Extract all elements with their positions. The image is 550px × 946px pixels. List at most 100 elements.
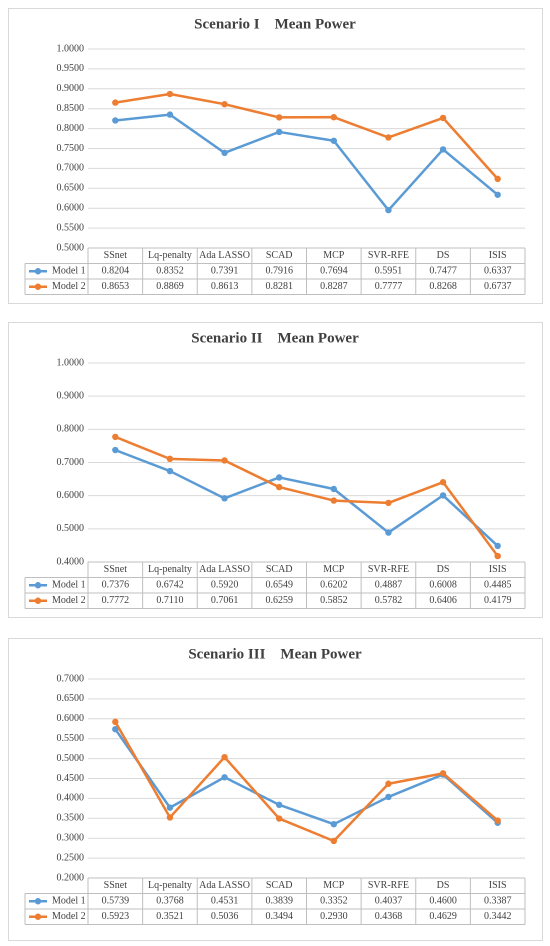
chart-title: Scenario I Mean Power (194, 16, 356, 32)
point (221, 753, 228, 761)
legend-label: Model 2 (52, 281, 86, 292)
point (112, 117, 119, 124)
point (112, 725, 119, 733)
y-tick-label: 1.0000 (57, 357, 85, 368)
data-label: 0.6008 (429, 580, 457, 591)
y-tick-label: 0.7000 (57, 457, 85, 468)
legend-marker (34, 913, 42, 920)
point (385, 206, 392, 214)
data-label: 0.4600 (429, 896, 457, 907)
data-label: 0.7391 (211, 266, 239, 277)
point (221, 495, 228, 502)
point (221, 457, 228, 464)
data-label: 0.5782 (375, 595, 403, 606)
data-label: 0.8268 (429, 281, 457, 292)
point (275, 128, 283, 136)
point (275, 483, 283, 491)
data-label: 0.3387 (484, 896, 512, 907)
data-label: 0.7376 (102, 580, 130, 591)
data-label: 0.3494 (265, 911, 293, 922)
point (166, 467, 174, 475)
point (494, 191, 501, 198)
x-tick-label: ISIS (489, 564, 507, 575)
y-tick-label: 0.5500 (57, 222, 85, 233)
data-label: 0.5036 (211, 911, 239, 922)
data-label: 0.3768 (156, 896, 184, 907)
point (275, 801, 283, 809)
point (330, 137, 338, 144)
point (494, 542, 501, 550)
x-tick-label: Ada LASSO (199, 880, 250, 891)
point (330, 837, 338, 845)
legend-marker (34, 283, 42, 290)
legend-label: Model 1 (52, 580, 86, 591)
data-label: 0.8613 (211, 281, 239, 292)
point (330, 113, 338, 121)
point (494, 817, 501, 824)
data-label: 0.7110 (156, 595, 183, 606)
y-tick-label: 0.8000 (57, 123, 85, 134)
y-tick-label: 0.9500 (57, 63, 85, 74)
x-tick-label: MCP (323, 880, 345, 891)
x-tick-label: SSnet (104, 880, 128, 891)
data-label: 0.7772 (102, 595, 130, 606)
data-label: 0.5852 (320, 595, 348, 606)
data-label: 0.5923 (102, 911, 130, 922)
x-tick-label: MCP (323, 564, 345, 575)
x-tick-label: SVR-RFE (368, 250, 409, 261)
x-tick-label: DS (437, 564, 450, 575)
point (439, 479, 447, 486)
point (330, 820, 338, 828)
legend-label: Model 1 (52, 896, 86, 907)
legend-marker (34, 597, 42, 604)
point (275, 474, 283, 481)
data-label: 0.5920 (211, 580, 239, 591)
point (330, 485, 338, 493)
series-line (114, 435, 499, 557)
y-tick-label: 0.2000 (57, 872, 85, 883)
x-tick-label: SCAD (266, 564, 293, 575)
data-label: 0.6549 (265, 580, 293, 591)
y-tick-label: 0.6500 (57, 183, 85, 194)
y-tick-label: 0.5000 (57, 242, 85, 253)
point (166, 455, 174, 463)
y-tick-label: 0.8000 (57, 424, 85, 435)
y-tick-label: 0.2500 (57, 852, 85, 863)
point (166, 814, 174, 821)
point (112, 99, 119, 106)
y-tick-label: 0.8500 (57, 103, 85, 114)
series-line (115, 92, 499, 180)
data-label: 0.4485 (484, 580, 512, 591)
data-label: 0.4368 (375, 911, 403, 922)
point (385, 793, 392, 801)
y-tick-label: 0.4500 (57, 773, 85, 784)
data-label: 0.6337 (484, 266, 512, 277)
point (385, 499, 392, 507)
point (330, 497, 338, 504)
x-tick-label: SSnet (104, 564, 128, 575)
y-tick-label: 0.6000 (57, 713, 85, 724)
point (494, 175, 501, 183)
legend-label: Model 2 (52, 595, 86, 606)
x-tick-label: ISIS (489, 880, 507, 891)
y-tick-label: 0.4000 (57, 556, 85, 567)
point (221, 149, 228, 157)
point (275, 114, 283, 121)
data-label: 0.5951 (375, 266, 403, 277)
legend-marker (34, 582, 42, 589)
point (112, 433, 119, 441)
x-tick-label: Lq-penalty (148, 250, 192, 261)
y-tick-label: 0.6000 (57, 202, 85, 213)
data-label: 0.8204 (102, 266, 130, 277)
point (166, 90, 174, 98)
point (275, 815, 283, 822)
point (439, 770, 447, 777)
y-tick-label: 0.5000 (57, 523, 85, 534)
y-tick-label: 0.9000 (57, 83, 85, 94)
point (385, 529, 392, 536)
data-label: 0.2930 (320, 911, 348, 922)
y-tick-label: 0.4000 (57, 793, 85, 804)
x-tick-label: MCP (323, 250, 345, 261)
point (112, 446, 119, 454)
